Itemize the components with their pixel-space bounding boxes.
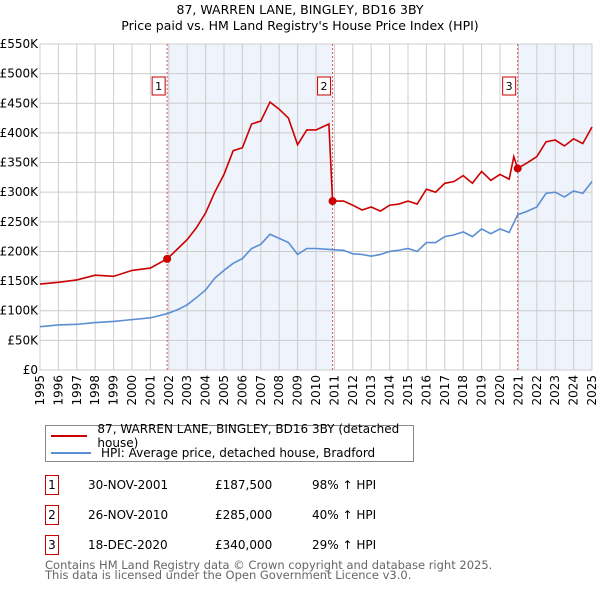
plot-frame xyxy=(39,43,593,371)
x-tick-label: 2023 xyxy=(548,375,562,406)
legend-item-hpi: HPI: Average price, detached house, Brad… xyxy=(51,446,375,460)
sale-point xyxy=(163,254,172,263)
legend: 87, WARREN LANE, BINGLEY, BD16 3BY (deta… xyxy=(45,422,414,462)
x-tick-label: 2011 xyxy=(327,375,341,406)
legend-swatch-red xyxy=(51,435,88,437)
x-tick-label: 2024 xyxy=(567,375,581,406)
x-tick-label: 2015 xyxy=(401,375,415,406)
x-tick-label: 1999 xyxy=(107,375,121,406)
y-tick-label: £200K xyxy=(0,244,39,258)
sale-label: 3 xyxy=(506,80,513,93)
y-tick-label: £500K xyxy=(0,67,39,81)
footer: Contains HM Land Registry data © Crown c… xyxy=(45,558,493,582)
x-tick-label: 2021 xyxy=(511,375,525,406)
legend-label: 87, WARREN LANE, BINGLEY, BD16 3BY (deta… xyxy=(97,422,400,450)
footer-line: Contains HM Land Registry data © Crown c… xyxy=(45,558,493,572)
x-tick-label: 2017 xyxy=(438,375,452,406)
sale-date: 26-NOV-2010 xyxy=(88,508,169,522)
y-tick-label: £50K xyxy=(7,333,39,347)
sale-label: 1 xyxy=(155,80,162,93)
x-tick-label: 2022 xyxy=(530,375,544,406)
x-tick-label: 2006 xyxy=(235,375,249,406)
sale-hpi: 40% ↑ HPI xyxy=(312,508,377,522)
sale-row: 1 30-NOV-2001 £187,500 98% ↑ HPI xyxy=(45,475,465,495)
x-tick-label: 2009 xyxy=(291,375,305,406)
y-tick-label: £0 xyxy=(23,363,38,377)
sale-price: £285,000 xyxy=(215,508,273,522)
x-tick-label: 2004 xyxy=(199,375,213,406)
sale-hpi: 98% ↑ HPI xyxy=(312,478,377,492)
y-tick-label: £300K xyxy=(0,185,39,199)
x-tick-label: 1996 xyxy=(51,375,65,406)
sale-row: 2 26-NOV-2010 £285,000 40% ↑ HPI xyxy=(45,505,465,525)
y-tick-label: £450K xyxy=(0,96,39,110)
y-tick-label: £150K xyxy=(0,274,39,288)
x-tick-label: 2012 xyxy=(346,375,360,406)
sale-point xyxy=(328,197,337,206)
sale-label: 2 xyxy=(321,80,328,93)
x-tick-label: 1995 xyxy=(33,375,47,406)
sale-hpi: 29% ↑ HPI xyxy=(312,538,377,552)
legend-item-property: 87, WARREN LANE, BINGLEY, BD16 3BY (deta… xyxy=(51,422,413,450)
x-tick-label: 2019 xyxy=(475,375,489,406)
sale-date: 18-DEC-2020 xyxy=(88,538,168,552)
sale-row: 3 18-DEC-2020 £340,000 29% ↑ HPI xyxy=(45,535,465,555)
x-tick-label: 1998 xyxy=(88,375,102,406)
sale-label-box xyxy=(502,76,517,96)
x-tick-label: 2008 xyxy=(272,375,286,406)
sale-label-box xyxy=(151,76,166,96)
y-tick-label: £550K xyxy=(0,37,39,51)
x-tick-label: 2018 xyxy=(456,375,470,406)
series-line xyxy=(39,181,593,328)
x-tick-label: 1997 xyxy=(70,375,84,406)
x-tick-label: 2025 xyxy=(585,375,599,406)
x-tick-label: 2002 xyxy=(162,375,176,406)
chart-title: 87, WARREN LANE, BINGLEY, BD16 3BY xyxy=(177,2,424,17)
y-tick-label: £350K xyxy=(0,156,39,170)
sale-number: 1 xyxy=(45,475,59,495)
sale-number: 3 xyxy=(45,535,59,555)
x-tick-label: 2020 xyxy=(493,375,507,406)
series-line xyxy=(39,100,593,285)
x-tick-label: 2014 xyxy=(383,375,397,406)
x-tick-label: 2000 xyxy=(125,375,139,406)
x-tick-label: 2001 xyxy=(143,375,157,406)
sale-label-box xyxy=(317,76,332,96)
x-tick-label: 2010 xyxy=(309,375,323,406)
x-tick-label: 2016 xyxy=(419,375,433,406)
chart-subtitle: Price paid vs. HM Land Registry's House … xyxy=(121,18,478,33)
price-chart: 87, WARREN LANE, BINGLEY, BD16 3BYPrice … xyxy=(0,2,599,406)
legend-swatch-blue xyxy=(51,452,91,454)
y-tick-label: £400K xyxy=(0,126,39,140)
y-tick-label: £250K xyxy=(0,215,39,229)
shaded-region xyxy=(167,44,333,370)
x-tick-label: 2003 xyxy=(180,375,194,406)
sale-date: 30-NOV-2001 xyxy=(88,478,169,492)
sale-number: 2 xyxy=(45,505,59,525)
footer-line: This data is licensed under the Open Gov… xyxy=(45,568,412,582)
sale-price: £340,000 xyxy=(215,538,273,552)
legend-label: HPI: Average price, detached house, Brad… xyxy=(101,446,376,460)
x-tick-label: 2005 xyxy=(217,375,231,406)
y-tick-label: £100K xyxy=(0,304,39,318)
sale-price: £187,500 xyxy=(215,478,273,492)
sale-point xyxy=(513,164,522,173)
x-tick-label: 2007 xyxy=(254,375,268,406)
x-tick-label: 2013 xyxy=(364,375,378,406)
